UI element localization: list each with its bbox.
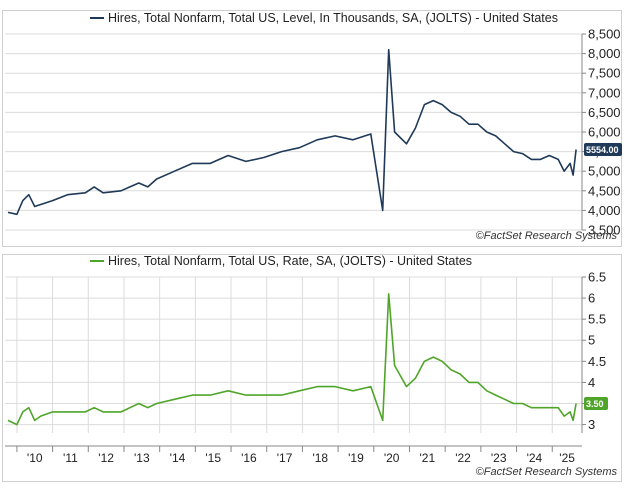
legend-label: Hires, Total Nonfarm, Total US, Level, I… [108, 11, 558, 25]
x-tick-label: '16 [241, 451, 257, 465]
y-tick-label: 6,500 [588, 105, 621, 120]
x-tick-label: '19 [348, 451, 364, 465]
series-line [7, 48, 577, 216]
x-tick-label: '14 [170, 451, 186, 465]
x-tick-label: '10 [27, 451, 43, 465]
source-note: ©FactSet Research Systems [476, 466, 618, 478]
y-tick-label: 8,500 [588, 27, 621, 42]
y-tick-label: 6.5 [588, 270, 606, 285]
y-tick-label: 4,000 [588, 203, 621, 218]
last-value-label: 5554.00 [586, 145, 619, 155]
y-tick-label: 6,000 [588, 125, 621, 140]
panel-frame [2, 254, 622, 482]
last-value-badge [584, 142, 622, 156]
y-tick-label: 6 [588, 291, 595, 306]
y-tick-label: 3 [588, 417, 595, 432]
y-tick-label: 5 [588, 333, 595, 348]
x-tick-label: '15 [205, 451, 221, 465]
x-tick-label: '23 [491, 451, 507, 465]
y-tick-label: 5,000 [588, 164, 621, 179]
panel-frame [2, 10, 622, 247]
x-tick-label: '13 [134, 451, 150, 465]
y-tick-label: 7,000 [588, 85, 621, 100]
x-tick-label: '11 [63, 451, 78, 465]
x-tick-label: '22 [455, 451, 471, 465]
x-tick-label: '18 [312, 451, 328, 465]
last-value-label: 3.50 [586, 399, 604, 409]
y-tick-label: 5.5 [588, 312, 606, 327]
y-tick-label: 4,500 [588, 183, 621, 198]
x-tick-label: '21 [420, 451, 436, 465]
x-tick-label: '20 [384, 451, 400, 465]
x-tick-label: '12 [98, 451, 114, 465]
x-tick-label: '17 [277, 451, 293, 465]
last-value-badge [584, 396, 608, 410]
source-note: ©FactSet Research Systems [476, 230, 618, 242]
y-tick-label: 8,000 [588, 46, 621, 61]
x-tick-label: '25 [559, 451, 575, 465]
x-tick-label: '24 [527, 451, 543, 465]
legend-label: Hires, Total Nonfarm, Total US, Rate, SA… [108, 254, 472, 268]
y-tick-label: 4 [588, 375, 595, 390]
series-line [7, 293, 577, 426]
y-tick-label: 7,500 [588, 66, 621, 81]
y-tick-label: 3,500 [588, 223, 621, 238]
y-tick-label: 4.5 [588, 354, 606, 369]
